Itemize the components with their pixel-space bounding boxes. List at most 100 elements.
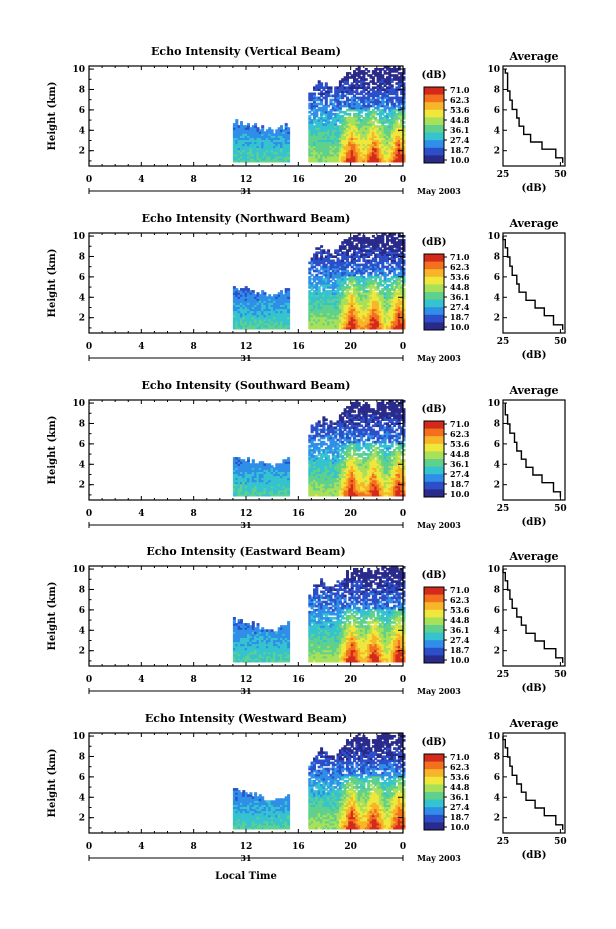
colorbar-tick-label: 27.4 (450, 802, 470, 812)
colorbar-tick-label: 62.3 (450, 262, 470, 272)
x-tick-label: 12 (240, 175, 253, 185)
panel-title: Echo Intensity (Eastward Beam) (146, 545, 345, 558)
x-tick-label: 0 (400, 342, 406, 352)
colorbar-tick-label: 53.6 (450, 272, 470, 282)
average-profile-line (503, 236, 563, 330)
avg-x-label: (dB) (522, 683, 547, 694)
colorbar-swatch (424, 300, 444, 308)
x-tick-label: 4 (138, 175, 144, 185)
avg-y-tick-label: 2 (494, 147, 500, 157)
avg-y-tick-label: 6 (494, 106, 500, 116)
heatmap-cells (233, 733, 406, 830)
y-tick-label: 2 (79, 481, 85, 491)
colorbar-swatch (424, 482, 444, 490)
colorbar-tick-label: 71.0 (450, 419, 470, 429)
x-tick-label: 20 (344, 175, 357, 185)
avg-y-tick-label: 4 (494, 126, 500, 136)
x-tick-label: 12 (240, 675, 253, 685)
colorbar-unit: (dB) (422, 404, 447, 415)
colorbar-tick-label: 53.6 (450, 772, 470, 782)
x-tick-label: 16 (292, 675, 305, 685)
date-label: May 2003 (417, 686, 461, 696)
y-tick-label: 8 (79, 85, 85, 95)
x-tick-label: 8 (191, 842, 197, 852)
x-tick-label: 8 (191, 675, 197, 685)
avg-y-tick-label: 2 (494, 814, 500, 824)
colorbar-swatch (424, 792, 444, 800)
colorbar-swatch (424, 459, 444, 467)
day-label: 31 (240, 686, 251, 696)
colorbar-tick-label: 18.7 (450, 645, 469, 655)
y-tick-label: 2 (79, 147, 85, 157)
colorbar-swatch (424, 133, 444, 141)
colorbar-swatch (424, 269, 444, 277)
colorbar-tick-label: 18.7 (450, 812, 469, 822)
avg-y-tick-label: 10 (487, 399, 500, 409)
x-tick-label: 20 (344, 842, 357, 852)
avg-y-tick-label: 8 (494, 252, 500, 262)
colorbar-tick-label: 44.8 (450, 115, 470, 125)
day-label: 31 (240, 186, 251, 196)
x-tick-label: 16 (292, 175, 305, 185)
average-frame (503, 233, 565, 333)
colorbar-tick-label: 36.1 (450, 125, 469, 135)
avg-y-tick-label: 6 (494, 773, 500, 783)
colorbar-swatch (424, 277, 444, 285)
colorbar-tick-label: 44.8 (450, 449, 470, 459)
x-tick-label: 8 (191, 342, 197, 352)
colorbar-swatch (424, 762, 444, 770)
x-tick-label: 0 (86, 675, 92, 685)
colorbar-swatch (424, 140, 444, 148)
y-tick-label: 10 (72, 399, 85, 409)
colorbar-tick-label: 18.7 (450, 145, 469, 155)
y-tick-label: 6 (79, 440, 85, 450)
colorbar-tick-label: 36.1 (450, 459, 469, 469)
avg-y-tick-label: 10 (487, 732, 500, 742)
avg-x-tick-label: 50 (554, 170, 567, 180)
colorbar-swatch (424, 800, 444, 808)
colorbar-swatch (424, 429, 444, 437)
avg-x-label: (dB) (522, 850, 547, 861)
colorbar-tick-label: 62.3 (450, 95, 470, 105)
colorbar-swatch (424, 610, 444, 618)
colorbar-swatch (424, 769, 444, 777)
colorbar-swatch (424, 640, 444, 648)
colorbar-tick-label: 53.6 (450, 105, 470, 115)
date-label: May 2003 (417, 353, 461, 363)
colorbar-unit: (dB) (422, 737, 447, 748)
avg-y-tick-label: 4 (494, 626, 500, 636)
colorbar-tick-label: 36.1 (450, 625, 469, 635)
avg-x-tick-label: 25 (497, 670, 510, 680)
colorbar-tick-label: 44.8 (450, 282, 470, 292)
colorbar-tick-label: 10.0 (450, 489, 470, 499)
avg-y-tick-label: 4 (494, 460, 500, 470)
x-tick-label: 8 (191, 509, 197, 519)
y-tick-label: 8 (79, 585, 85, 595)
colorbar-swatch (424, 117, 444, 125)
heatmap-cells (233, 566, 406, 663)
x-tick-label: 12 (240, 509, 253, 519)
colorbar-swatch (424, 254, 444, 262)
colorbar-swatch (424, 489, 444, 497)
panel-title: Echo Intensity (Northward Beam) (142, 212, 351, 225)
avg-y-tick-label: 2 (494, 647, 500, 657)
colorbar-swatch (424, 315, 444, 323)
colorbar-swatch (424, 421, 444, 429)
colorbar-swatch (424, 436, 444, 444)
date-label: May 2003 (417, 520, 461, 530)
x-tick-label: 0 (86, 342, 92, 352)
colorbar-tick-label: 71.0 (450, 752, 470, 762)
average-profile-line (503, 569, 563, 663)
y-tick-label: 2 (79, 314, 85, 324)
colorbar-unit: (dB) (422, 70, 447, 81)
x-tick-label: 20 (344, 675, 357, 685)
y-axis-label: Height (km) (47, 749, 58, 818)
colorbar-swatch (424, 307, 444, 315)
colorbar-unit: (dB) (422, 237, 447, 248)
average-title: Average (508, 384, 558, 397)
y-tick-label: 4 (79, 293, 85, 303)
y-tick-label: 4 (79, 126, 85, 136)
y-tick-label: 8 (79, 752, 85, 762)
colorbar-swatch (424, 587, 444, 595)
